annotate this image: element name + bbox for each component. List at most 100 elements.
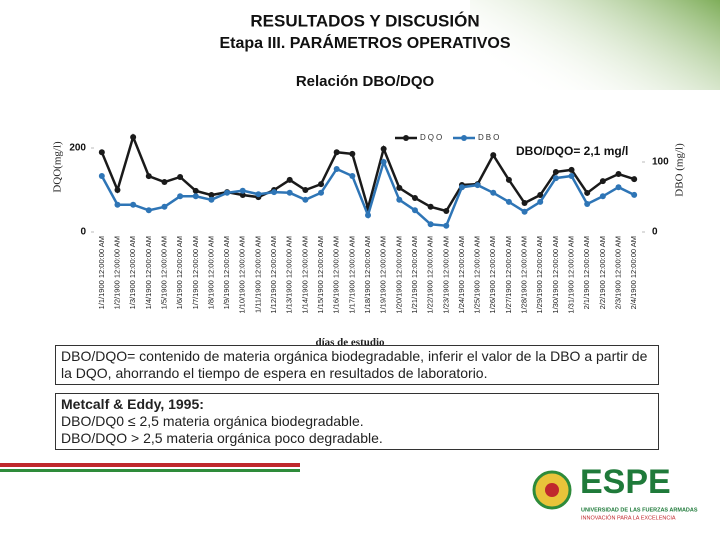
x-tick-label: 1/5/1900 12:00:00 AM (159, 236, 168, 309)
series-point (631, 176, 638, 183)
legend-swatch-point (461, 135, 467, 141)
series-point (130, 134, 137, 141)
series-point (161, 203, 168, 210)
series-point (505, 176, 512, 183)
series-point (458, 184, 465, 191)
y-axis-label: DQO(mg/l) (52, 141, 64, 193)
series-point (505, 198, 512, 205)
series-point (192, 187, 199, 194)
x-tick-label: 1/16/1900 12:00:00 AM (332, 236, 341, 314)
series-point (318, 189, 325, 196)
x-tick-label: 1/20/1900 12:00:00 AM (394, 236, 403, 314)
x-tick-label: 1/6/1900 12:00:00 AM (175, 236, 184, 309)
series-point (333, 149, 340, 156)
y2-axis-label: DBO (mg/l) (674, 143, 686, 197)
series-point (333, 166, 340, 172)
x-tick-label: 1/2/1900 12:00:00 AM (112, 236, 121, 309)
series-point (631, 191, 638, 198)
series-point (239, 187, 246, 194)
series-point (490, 189, 497, 196)
series-point (427, 221, 434, 228)
series-point (98, 173, 105, 179)
slide-subtitle: Etapa III. PARÁMETROS OPERATIVOS (220, 33, 511, 52)
x-tick-label: 1/12/1900 12:00:00 AM (269, 236, 278, 314)
series-point (349, 150, 356, 157)
x-tick-label: 1/15/1900 12:00:00 AM (316, 236, 325, 314)
x-tick-label: 1/24/1900 12:00:00 AM (457, 236, 466, 314)
definition-box: DBO/DQO= contenido de materia orgánica b… (55, 345, 659, 385)
series-point (224, 189, 231, 196)
series-point (145, 173, 152, 180)
x-tick-label: 1/23/1900 12:00:00 AM (441, 236, 450, 314)
y2-tick-label: 0 (652, 227, 658, 238)
series-point (599, 178, 606, 185)
x-tick-label: 1/22/1900 12:00:00 AM (426, 236, 435, 314)
strip-red (0, 463, 300, 467)
series-point (584, 189, 591, 196)
reference-line: DBO/DQO > 2,5 materia orgánica poco degr… (61, 430, 383, 446)
x-tick-label: 1/1/1900 12:00:00 AM (97, 236, 106, 309)
series-point (365, 212, 371, 219)
x-tick-label: 2/2/1900 12:00:00 AM (598, 236, 607, 309)
series-point (521, 200, 528, 207)
x-tick-label: 1/21/1900 12:00:00 AM (410, 236, 419, 314)
series-point (568, 173, 575, 179)
series-point (427, 203, 434, 210)
series-point (255, 191, 262, 198)
x-tick-label: 1/11/1900 12:00:00 AM (253, 236, 262, 313)
series-point (411, 207, 418, 214)
y-tick-label: 200 (69, 143, 86, 154)
series-point (318, 181, 325, 188)
x-tick-label: 1/7/1900 12:00:00 AM (191, 236, 200, 309)
x-tick-label: 1/9/1900 12:00:00 AM (222, 236, 231, 309)
x-tick-label: 1/27/1900 12:00:00 AM (504, 236, 513, 314)
series-point (271, 189, 278, 196)
series-point (396, 196, 403, 203)
definition-text: DBO/DQO= contenido de materia orgánica b… (61, 348, 648, 381)
logo-name: ESPE (580, 463, 671, 501)
x-tick-label: 1/14/1900 12:00:00 AM (300, 236, 309, 314)
x-tick-label: 1/19/1900 12:00:00 AM (379, 236, 388, 314)
x-tick-label: 2/3/1900 12:00:00 AM (613, 236, 622, 309)
series-point (177, 193, 184, 200)
series-point (568, 166, 575, 173)
series-point (584, 201, 591, 207)
x-tick-label: 2/1/1900 12:00:00 AM (582, 236, 591, 309)
series-point (474, 182, 481, 189)
series-point (552, 168, 559, 175)
series-point (208, 196, 215, 203)
x-tick-label: 1/28/1900 12:00:00 AM (520, 236, 529, 314)
series-point (286, 176, 293, 183)
legend-label: DBO (478, 133, 501, 142)
series-point (396, 184, 403, 191)
series-point (599, 193, 606, 200)
series-point (537, 192, 544, 199)
annotation: DBO/DQO= 2,1 mg/l (516, 144, 628, 158)
logo: ESPE UNIVERSIDAD DE LAS FUERZAS ARMADAS … (532, 463, 698, 521)
legend-swatch-point (403, 135, 409, 141)
series-point (537, 198, 544, 205)
series-point (239, 192, 246, 199)
series-point (161, 179, 168, 186)
corner-decoration (470, 0, 720, 90)
y2-tick-label: 100 (652, 157, 669, 168)
chart-title: Relación DBO/DQO (296, 73, 435, 90)
series-point (615, 184, 622, 191)
y-tick-label: 0 (80, 227, 86, 238)
series-point (411, 194, 418, 201)
series-point (114, 201, 121, 208)
series-point (349, 173, 356, 179)
series-point (615, 171, 622, 178)
series-point (177, 173, 184, 180)
x-tick-label: 1/10/1900 12:00:00 AM (238, 236, 247, 314)
series-point (552, 175, 559, 182)
strip-green (0, 469, 300, 472)
reference-box: Metcalf & Eddy, 1995: DBO/DQ0 ≤ 2,5 mate… (55, 393, 659, 450)
x-tick-label: 1/13/1900 12:00:00 AM (285, 236, 294, 314)
logo-line2: INNOVACIÓN PARA LA EXCELENCIA (581, 514, 676, 521)
series-point (521, 208, 528, 215)
x-tick-label: 1/25/1900 12:00:00 AM (473, 236, 482, 314)
series-point (286, 189, 293, 196)
